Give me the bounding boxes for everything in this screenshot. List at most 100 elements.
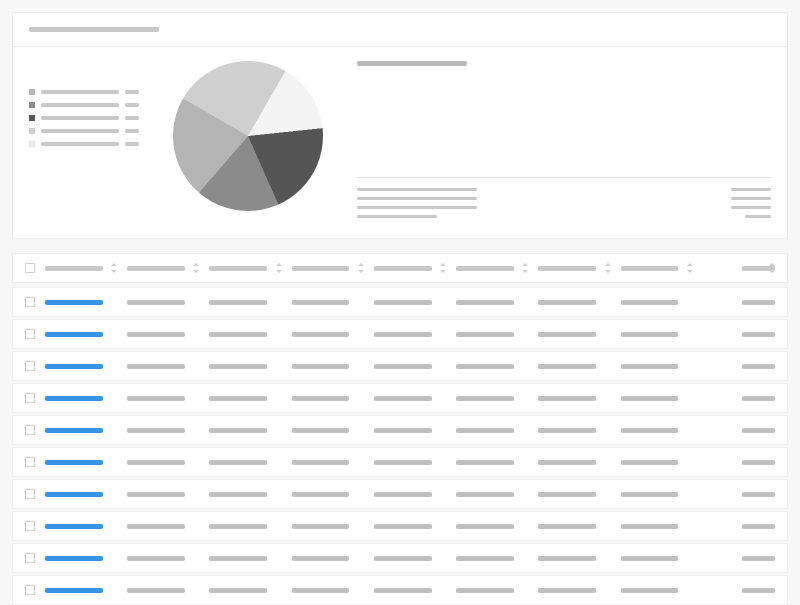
- table-row: [12, 319, 788, 349]
- table-row: [12, 383, 788, 413]
- sort-icon[interactable]: [605, 263, 611, 273]
- legend-item: [29, 115, 139, 121]
- row-link-cell[interactable]: [45, 396, 117, 401]
- sort-icon[interactable]: [440, 263, 446, 273]
- select-all-checkbox[interactable]: [25, 263, 35, 273]
- row-checkbox[interactable]: [25, 585, 35, 595]
- sort-icon[interactable]: [522, 263, 528, 273]
- column-header[interactable]: [456, 266, 528, 271]
- table-header-row: [12, 253, 788, 283]
- text-placeholder: [209, 524, 267, 529]
- row-link-cell[interactable]: [45, 524, 117, 529]
- text-placeholder: [538, 364, 596, 369]
- row-cell: [292, 588, 364, 593]
- legend-swatch: [29, 128, 35, 134]
- table-row: [12, 575, 788, 605]
- text-placeholder: [456, 428, 514, 433]
- column-header[interactable]: [45, 266, 117, 271]
- row-cell: [127, 364, 199, 369]
- row-link-cell[interactable]: [45, 556, 117, 561]
- text-placeholder: [621, 492, 679, 497]
- column-header[interactable]: [703, 266, 775, 271]
- row-cell: [209, 492, 281, 497]
- text-placeholder: [538, 396, 596, 401]
- row-cell: [374, 588, 446, 593]
- legend-swatch: [29, 89, 35, 95]
- legend-value: [125, 90, 139, 94]
- text-placeholder: [292, 524, 350, 529]
- row-cell: [538, 556, 610, 561]
- text-placeholder: [621, 396, 679, 401]
- bar-chart: [357, 61, 771, 218]
- row-checkbox[interactable]: [25, 393, 35, 403]
- page-title: [29, 27, 159, 32]
- row-cell: [703, 556, 775, 561]
- text-placeholder: [292, 396, 350, 401]
- sort-icon[interactable]: [687, 263, 693, 273]
- row-cell: [374, 460, 446, 465]
- text-placeholder: [742, 524, 774, 529]
- row-cell: [538, 332, 610, 337]
- text-placeholder: [538, 524, 596, 529]
- row-checkbox[interactable]: [25, 361, 35, 371]
- table-row: [12, 447, 788, 477]
- row-cell: [538, 524, 610, 529]
- row-checkbox[interactable]: [25, 553, 35, 563]
- row-checkbox[interactable]: [25, 329, 35, 339]
- sort-icon[interactable]: [276, 263, 282, 273]
- column-header[interactable]: [127, 266, 199, 271]
- footer-text-line: [731, 206, 771, 209]
- text-placeholder: [209, 396, 267, 401]
- legend-swatch: [29, 141, 35, 147]
- row-link-cell[interactable]: [45, 300, 117, 305]
- bar-chart-title: [357, 61, 467, 66]
- row-link-cell[interactable]: [45, 492, 117, 497]
- row-checkbox[interactable]: [25, 457, 35, 467]
- link-placeholder: [45, 588, 103, 593]
- text-placeholder: [374, 556, 432, 561]
- sort-icon[interactable]: [193, 263, 199, 273]
- text-placeholder: [456, 492, 514, 497]
- column-header[interactable]: [374, 266, 446, 271]
- row-cell: [703, 460, 775, 465]
- row-cell: [127, 460, 199, 465]
- text-placeholder: [127, 428, 185, 433]
- column-header[interactable]: [209, 266, 281, 271]
- text-placeholder: [292, 428, 350, 433]
- row-link-cell[interactable]: [45, 332, 117, 337]
- legend-label: [41, 129, 119, 133]
- text-placeholder: [456, 588, 514, 593]
- row-cell: [538, 364, 610, 369]
- text-placeholder: [209, 428, 267, 433]
- link-placeholder: [45, 300, 103, 305]
- column-label: [45, 266, 103, 271]
- text-placeholder: [742, 556, 774, 561]
- text-placeholder: [127, 460, 185, 465]
- row-link-cell[interactable]: [45, 428, 117, 433]
- row-checkbox[interactable]: [25, 297, 35, 307]
- sort-icon[interactable]: [769, 263, 775, 273]
- row-cell: [456, 332, 528, 337]
- row-cell: [127, 332, 199, 337]
- row-link-cell[interactable]: [45, 364, 117, 369]
- row-link-cell[interactable]: [45, 588, 117, 593]
- column-header[interactable]: [292, 266, 364, 271]
- column-header[interactable]: [621, 266, 693, 271]
- column-label: [374, 266, 432, 271]
- row-checkbox[interactable]: [25, 425, 35, 435]
- row-checkbox[interactable]: [25, 489, 35, 499]
- row-checkbox[interactable]: [25, 521, 35, 531]
- column-label: [127, 266, 185, 271]
- column-label: [621, 266, 679, 271]
- text-placeholder: [456, 524, 514, 529]
- sort-icon[interactable]: [358, 263, 364, 273]
- text-placeholder: [127, 364, 185, 369]
- row-cell: [127, 492, 199, 497]
- text-placeholder: [538, 300, 596, 305]
- row-link-cell[interactable]: [45, 460, 117, 465]
- sort-icon[interactable]: [111, 263, 117, 273]
- row-cell: [538, 396, 610, 401]
- column-header[interactable]: [538, 266, 610, 271]
- row-cell: [209, 460, 281, 465]
- legend-swatch: [29, 115, 35, 121]
